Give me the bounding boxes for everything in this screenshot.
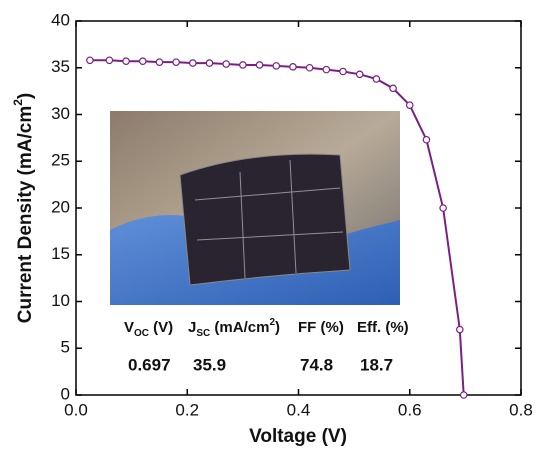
marker bbox=[155, 58, 164, 66]
x-tick-label: 0.6 bbox=[398, 400, 422, 419]
marker bbox=[289, 63, 297, 71]
header-part: SC bbox=[196, 328, 210, 339]
marker bbox=[272, 62, 281, 70]
marker bbox=[355, 70, 364, 79]
x-tick-label: 0.2 bbox=[175, 400, 199, 419]
marker bbox=[138, 57, 147, 66]
y-tick-label: 10 bbox=[51, 291, 70, 310]
table-header: JSC (mA/cm2) bbox=[188, 317, 280, 339]
y-tick-label: 5 bbox=[61, 338, 70, 357]
marker bbox=[222, 60, 230, 68]
header-part: (V) bbox=[149, 319, 173, 336]
y-tick-label: 25 bbox=[51, 151, 70, 170]
y-label-text: Current Density (mA/cm bbox=[15, 106, 36, 324]
header-part: J bbox=[188, 319, 196, 336]
marker bbox=[459, 391, 468, 399]
marker bbox=[339, 67, 347, 76]
header-part: ) bbox=[275, 319, 280, 336]
header-part: V bbox=[124, 319, 134, 336]
table-value: 35.9 bbox=[193, 355, 226, 374]
marker bbox=[86, 56, 94, 65]
y-tick-label: 20 bbox=[51, 197, 70, 216]
y-tick-label: 15 bbox=[51, 244, 70, 263]
header-part: 2 bbox=[269, 317, 275, 328]
marker bbox=[322, 65, 331, 74]
table-header: FF (%) bbox=[298, 319, 344, 336]
marker bbox=[239, 61, 247, 69]
table-value: 74.8 bbox=[300, 355, 333, 374]
marker bbox=[439, 204, 447, 212]
x-axis-label: Voltage (V) bbox=[249, 426, 347, 447]
y-axis-label: Current Density (mA/cm2) bbox=[11, 93, 36, 324]
marker bbox=[372, 75, 381, 83]
header-part: FF (%) bbox=[298, 319, 344, 336]
x-tick-label: 0.0 bbox=[64, 400, 88, 419]
marker bbox=[389, 84, 397, 93]
marker bbox=[305, 63, 314, 72]
header-part: (mA/cm bbox=[210, 319, 269, 336]
marker bbox=[172, 58, 180, 66]
y-label-sup: 2 bbox=[11, 99, 25, 106]
y-tick-label: 35 bbox=[51, 57, 70, 76]
inset-photo bbox=[110, 111, 400, 305]
header-part: Eff. (%) bbox=[357, 319, 409, 336]
marker bbox=[205, 59, 214, 67]
table-header: VOC (V) bbox=[124, 319, 173, 339]
marker bbox=[122, 57, 130, 66]
marker bbox=[105, 56, 114, 65]
marker bbox=[405, 101, 414, 109]
table-header: Eff. (%) bbox=[357, 319, 409, 336]
marker bbox=[456, 325, 464, 334]
x-tick-label: 0.8 bbox=[509, 400, 533, 419]
marker bbox=[189, 59, 197, 67]
y-tick-label: 0 bbox=[61, 384, 70, 403]
marker bbox=[255, 61, 264, 69]
x-tick-label: 0.4 bbox=[287, 400, 311, 419]
table-value: 18.7 bbox=[360, 355, 393, 374]
table-value: 0.697 bbox=[128, 355, 171, 374]
y-tick-label: 30 bbox=[51, 104, 70, 123]
marker bbox=[422, 135, 431, 144]
y-label-end: ) bbox=[15, 93, 36, 99]
header-part: OC bbox=[134, 328, 149, 339]
y-tick-label: 40 bbox=[51, 10, 70, 29]
